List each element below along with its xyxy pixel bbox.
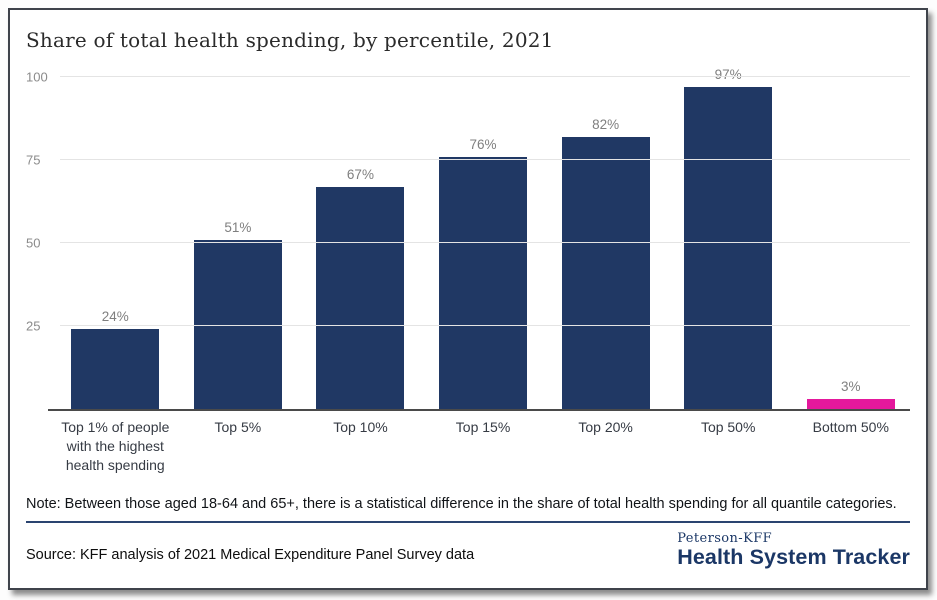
bar (316, 186, 405, 409)
x-category-label: Top 50% (700, 419, 756, 435)
bar-value-label: 82% (592, 116, 620, 132)
bar-slot: 51% (177, 220, 300, 409)
bar (684, 86, 773, 409)
bar-slot: 67% (299, 167, 422, 409)
bar-value-label: 67% (346, 166, 374, 182)
grid-line (60, 76, 910, 77)
bars-row: 24% 51% 67% 76% 82% 97% 3% (54, 67, 912, 409)
bar-slot: 82% (544, 117, 667, 409)
grid-line (60, 325, 910, 326)
y-tick-label: 25 (26, 318, 41, 334)
bar-value-label: 97% (714, 66, 742, 82)
bar (806, 399, 895, 409)
x-category-label: Top 5% (214, 419, 262, 435)
bar-value-label: 24% (101, 309, 129, 325)
logo-peterson-kff: Peterson-KFF (677, 530, 773, 546)
chart-panel: Share of total health spending, by perce… (8, 8, 928, 590)
grid-line (60, 159, 910, 160)
x-category-label: Bottom 50% (812, 419, 889, 435)
bar-value-label: 76% (469, 136, 497, 152)
x-axis-line (48, 409, 910, 411)
note-text: Note: Between those aged 18-64 and 65+, … (26, 496, 910, 523)
x-category-label: Top 20% (578, 419, 633, 435)
y-tick-label: 100 (26, 69, 48, 85)
x-axis-labels: Top 1% of people with the highest health… (54, 418, 912, 475)
y-tick-label: 75 (26, 152, 41, 168)
health-system-tracker-logo: Peterson-KFF Health System Tracker (677, 531, 910, 570)
bar-value-label: 51% (224, 219, 252, 235)
bar-slot: 97% (667, 67, 790, 409)
y-tick-label: 50 (26, 235, 41, 251)
logo-health-system-tracker: Health System Tracker (677, 544, 910, 569)
bar (561, 136, 650, 409)
x-category-label: Top 10% (333, 419, 388, 435)
footer: Source: KFF analysis of 2021 Medical Exp… (26, 531, 910, 570)
bar-value-label: 3% (841, 379, 861, 395)
bar (193, 239, 282, 409)
bar-slot: 24% (54, 309, 177, 409)
chart-title: Share of total health spending, by perce… (26, 28, 554, 52)
plot-area: 24% 51% 67% 76% 82% 97% 3% 25 50 75 100 (24, 67, 912, 411)
x-category-label: Top 15% (455, 419, 511, 435)
source-text: Source: KFF analysis of 2021 Medical Exp… (26, 547, 475, 564)
grid-line (60, 242, 910, 243)
bar-slot: 3% (789, 379, 912, 409)
bar (71, 329, 160, 409)
bar (439, 156, 528, 409)
bar-slot: 76% (422, 137, 545, 409)
x-category-label: Top 1% of people with the highest health… (61, 419, 170, 473)
